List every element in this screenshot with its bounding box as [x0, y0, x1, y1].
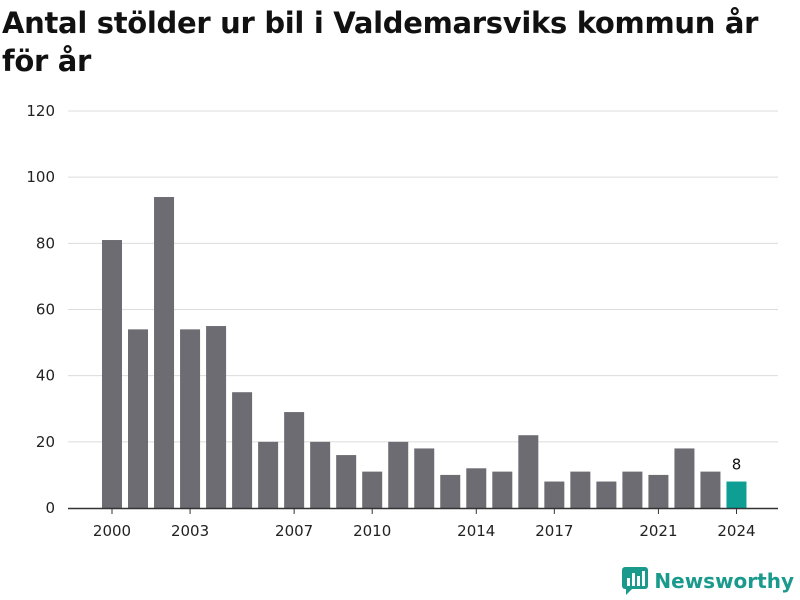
bar-2024: [726, 481, 747, 508]
bar-2010: [362, 471, 383, 508]
newsworthy-logo-icon: [622, 567, 649, 595]
bar-2020: [622, 471, 643, 508]
bar-2016: [518, 435, 539, 508]
bar-2004: [206, 326, 227, 508]
bar-2013: [440, 474, 461, 508]
y-tick-label: 60: [36, 301, 55, 319]
bar-2007: [284, 412, 305, 508]
bar-2023: [700, 471, 721, 508]
bar-2009: [336, 455, 357, 508]
x-tick-label: 2017: [535, 522, 573, 540]
bars: [102, 197, 747, 508]
gridlines: [68, 110, 778, 443]
bar-2019: [596, 481, 617, 508]
x-tick-label: 2003: [171, 522, 209, 540]
bar-2022: [674, 448, 695, 508]
chart-title: Antal stölder ur bil i Valdemarsviks kom…: [2, 6, 759, 78]
brand-name: Newsworthy: [654, 569, 794, 593]
y-tick-label: 40: [36, 367, 55, 385]
axes: [68, 507, 778, 514]
x-tick-label: 2000: [93, 522, 131, 540]
x-tick-label: 2010: [353, 522, 391, 540]
bar-2014: [466, 468, 487, 508]
bar-2001: [128, 329, 149, 508]
bar-2017: [544, 481, 565, 508]
data-label-2024: 8: [732, 456, 742, 474]
bar-2006: [258, 441, 279, 508]
bar-2008: [310, 441, 331, 508]
y-tick-label: 20: [36, 433, 55, 451]
brand-logo: Newsworthy: [622, 566, 794, 596]
bar-2003: [180, 329, 201, 508]
x-tick-label: 2014: [457, 522, 495, 540]
bar-2015: [492, 471, 513, 508]
y-tick-label: 80: [36, 234, 55, 252]
y-tick-label: 120: [26, 102, 55, 120]
y-tick-label: 0: [45, 499, 55, 517]
x-tick-label: 2024: [717, 522, 755, 540]
x-tick-label: 2007: [275, 522, 313, 540]
bar-2005: [232, 392, 253, 508]
bar-2000: [102, 240, 122, 508]
y-tick-label: 100: [26, 168, 55, 186]
bar-2002: [154, 197, 175, 508]
bar-2011: [388, 441, 409, 508]
bar-2012: [414, 448, 435, 508]
bar-2021: [648, 474, 669, 508]
bar-2018: [570, 471, 591, 508]
x-tick-label: 2021: [639, 522, 677, 540]
labels: 0 20 40 60 80 100 120 2000 2003 2007 2010 2014 2017 2…: [26, 102, 755, 540]
